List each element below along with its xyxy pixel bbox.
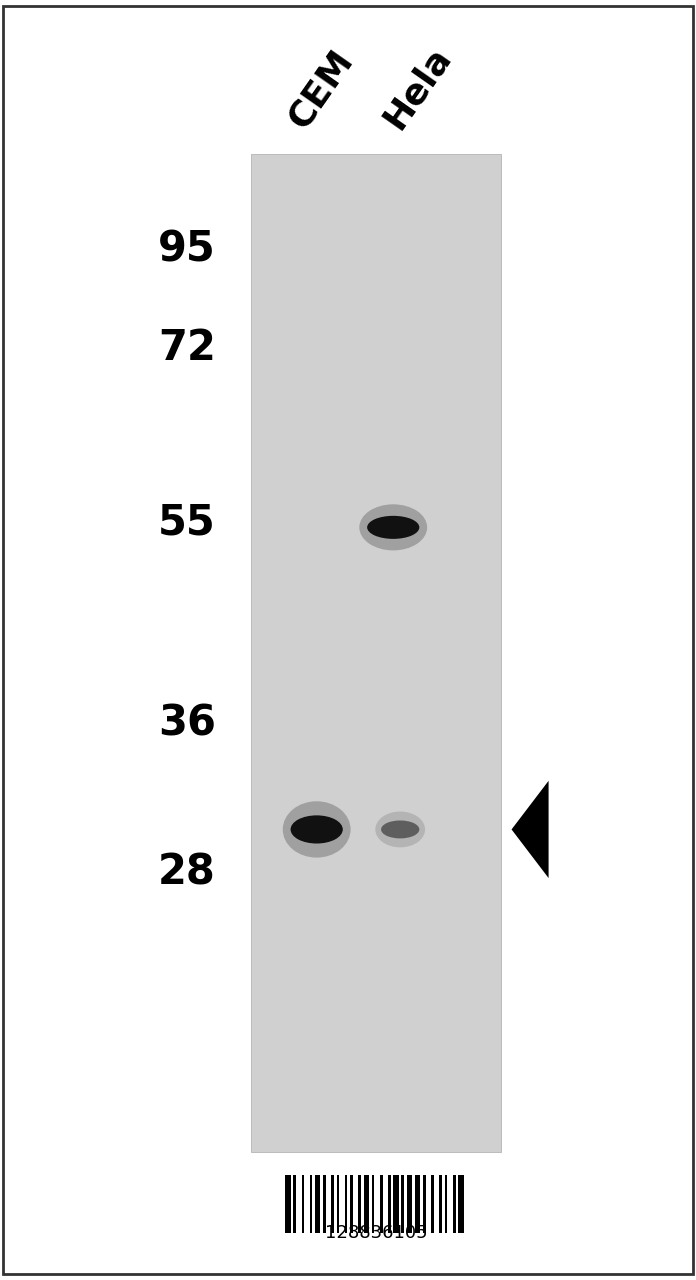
Bar bbox=[337, 1175, 340, 1233]
Bar bbox=[345, 1175, 347, 1233]
Bar bbox=[372, 1175, 374, 1233]
Ellipse shape bbox=[359, 504, 427, 550]
Bar bbox=[458, 1175, 464, 1233]
Text: Hela: Hela bbox=[377, 40, 458, 134]
Ellipse shape bbox=[291, 815, 343, 844]
Bar bbox=[402, 1175, 404, 1233]
Bar bbox=[310, 1175, 313, 1233]
Bar bbox=[285, 1175, 291, 1233]
Ellipse shape bbox=[367, 516, 419, 539]
Text: 28: 28 bbox=[158, 852, 216, 893]
Ellipse shape bbox=[283, 801, 351, 858]
Ellipse shape bbox=[375, 812, 425, 847]
Bar bbox=[323, 1175, 326, 1233]
Bar bbox=[407, 1175, 412, 1233]
Bar bbox=[453, 1175, 455, 1233]
Text: 55: 55 bbox=[158, 502, 216, 543]
Bar bbox=[331, 1175, 334, 1233]
Text: 36: 36 bbox=[158, 703, 216, 744]
Bar bbox=[251, 154, 501, 1152]
Bar bbox=[423, 1175, 426, 1233]
Bar bbox=[380, 1175, 383, 1233]
Bar bbox=[315, 1175, 320, 1233]
Bar bbox=[439, 1175, 442, 1233]
Bar bbox=[358, 1175, 361, 1233]
Bar bbox=[364, 1175, 369, 1233]
Bar bbox=[445, 1175, 448, 1233]
Text: CEM: CEM bbox=[281, 44, 359, 134]
Bar bbox=[415, 1175, 420, 1233]
Bar bbox=[294, 1175, 296, 1233]
Text: 128836105: 128836105 bbox=[324, 1224, 427, 1242]
Bar bbox=[393, 1175, 399, 1233]
Bar bbox=[301, 1175, 304, 1233]
Bar bbox=[388, 1175, 390, 1233]
Text: 72: 72 bbox=[158, 328, 216, 369]
Text: 95: 95 bbox=[158, 229, 216, 270]
Bar bbox=[432, 1175, 434, 1233]
Bar bbox=[350, 1175, 353, 1233]
Ellipse shape bbox=[381, 820, 419, 838]
Polygon shape bbox=[512, 781, 548, 878]
